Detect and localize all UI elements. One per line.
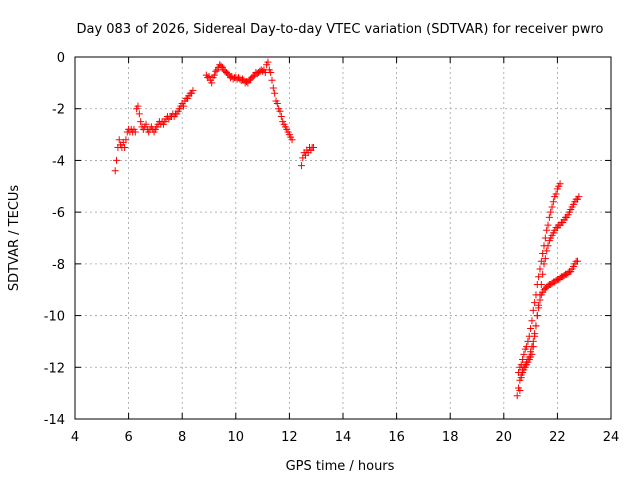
x-tick-label: 4 (71, 430, 79, 445)
x-tick-label: 24 (603, 430, 620, 445)
data-point (137, 118, 145, 126)
x-tick-label: 18 (442, 430, 459, 445)
x-tick-label: 20 (496, 430, 513, 445)
data-point (529, 343, 537, 351)
data-point (528, 317, 536, 325)
data-point (544, 242, 552, 250)
x-tick-label: 22 (549, 430, 566, 445)
data-point (529, 306, 537, 314)
data-point (540, 260, 548, 268)
grid (75, 57, 611, 419)
data-point (297, 162, 305, 170)
x-tick-label: 6 (124, 430, 132, 445)
data-point (142, 120, 150, 128)
data-point (208, 79, 216, 87)
data-point (135, 110, 143, 118)
series-noon-segment (297, 144, 318, 170)
data-point (513, 392, 521, 400)
data-point (273, 100, 281, 108)
x-tick-label: 8 (178, 430, 186, 445)
data-point (543, 247, 551, 255)
data-point (536, 265, 544, 273)
x-axis: 4 6 8 10 12 14 16 18 20 22 24 (71, 57, 619, 445)
data-point (535, 273, 543, 281)
data-point (269, 84, 277, 92)
data-point (535, 304, 543, 312)
data-point (527, 325, 535, 332)
series-early-segment (111, 87, 197, 175)
series-late-arc-lower (513, 257, 581, 400)
x-tick-label: 14 (335, 430, 352, 445)
y-tick-label: -4 (52, 154, 65, 169)
data-point (547, 208, 555, 216)
data-point (205, 72, 213, 80)
data-point (539, 250, 547, 258)
y-tick-label: -6 (52, 206, 65, 221)
data-point (134, 102, 142, 110)
data-point (545, 213, 553, 221)
data-point (533, 312, 541, 320)
data-point (528, 350, 536, 358)
data-point (543, 226, 551, 234)
y-tick-label: -2 (52, 103, 65, 118)
data-point (520, 350, 528, 358)
data-point (575, 193, 583, 201)
y-tick-label: -12 (44, 361, 65, 376)
data-point (277, 112, 285, 120)
data-point (121, 144, 129, 151)
data-point (111, 167, 119, 175)
data-point (264, 58, 272, 66)
data-point (212, 67, 220, 75)
y-tick-label: -10 (44, 310, 65, 325)
data-point (531, 332, 539, 340)
data-point (122, 136, 130, 144)
x-tick-label: 12 (281, 430, 298, 445)
data-point (267, 69, 275, 77)
y-tick-label: -8 (52, 258, 65, 273)
data-point (189, 87, 197, 95)
data-point (539, 270, 547, 278)
data-point (574, 257, 581, 265)
data-point (288, 136, 296, 144)
data-point (249, 72, 257, 80)
data-point (115, 136, 123, 144)
y-tick-label: -14 (44, 413, 65, 428)
data-point (131, 128, 139, 136)
data-point (310, 144, 318, 151)
data-point (224, 70, 232, 78)
data-point (276, 107, 284, 115)
data-point (515, 384, 523, 392)
data-point (531, 299, 539, 307)
data-point (536, 296, 544, 304)
data-point (541, 255, 549, 263)
data-point (552, 190, 560, 198)
chart-title: Day 083 of 2026, Sidereal Day-to-day VTE… (76, 22, 603, 37)
x-axis-label: GPS time / hours (286, 459, 395, 474)
data-point (180, 102, 188, 110)
data-point (210, 71, 218, 79)
data-point (532, 322, 540, 330)
data-point (556, 180, 564, 188)
data-point (516, 376, 524, 384)
data-point (548, 203, 556, 211)
data-point (549, 198, 557, 206)
y-axis-label: SDTVAR / TECUs (7, 185, 22, 292)
y-axis: 0 -2 -4 -6 -8 -10 -12 -14 (44, 51, 611, 428)
x-tick-label: 16 (388, 430, 405, 445)
series-midday-segment (202, 58, 296, 144)
data-point (239, 75, 246, 83)
data-point (537, 281, 545, 289)
data-point (113, 156, 121, 164)
data-points (111, 58, 583, 400)
data-point (271, 89, 279, 97)
data-point (544, 221, 552, 229)
series-late-arc-upper (515, 180, 564, 376)
x-tick-label: 10 (228, 430, 245, 445)
data-point (217, 62, 225, 70)
y-tick-label: 0 (57, 51, 65, 66)
data-point (268, 76, 276, 84)
